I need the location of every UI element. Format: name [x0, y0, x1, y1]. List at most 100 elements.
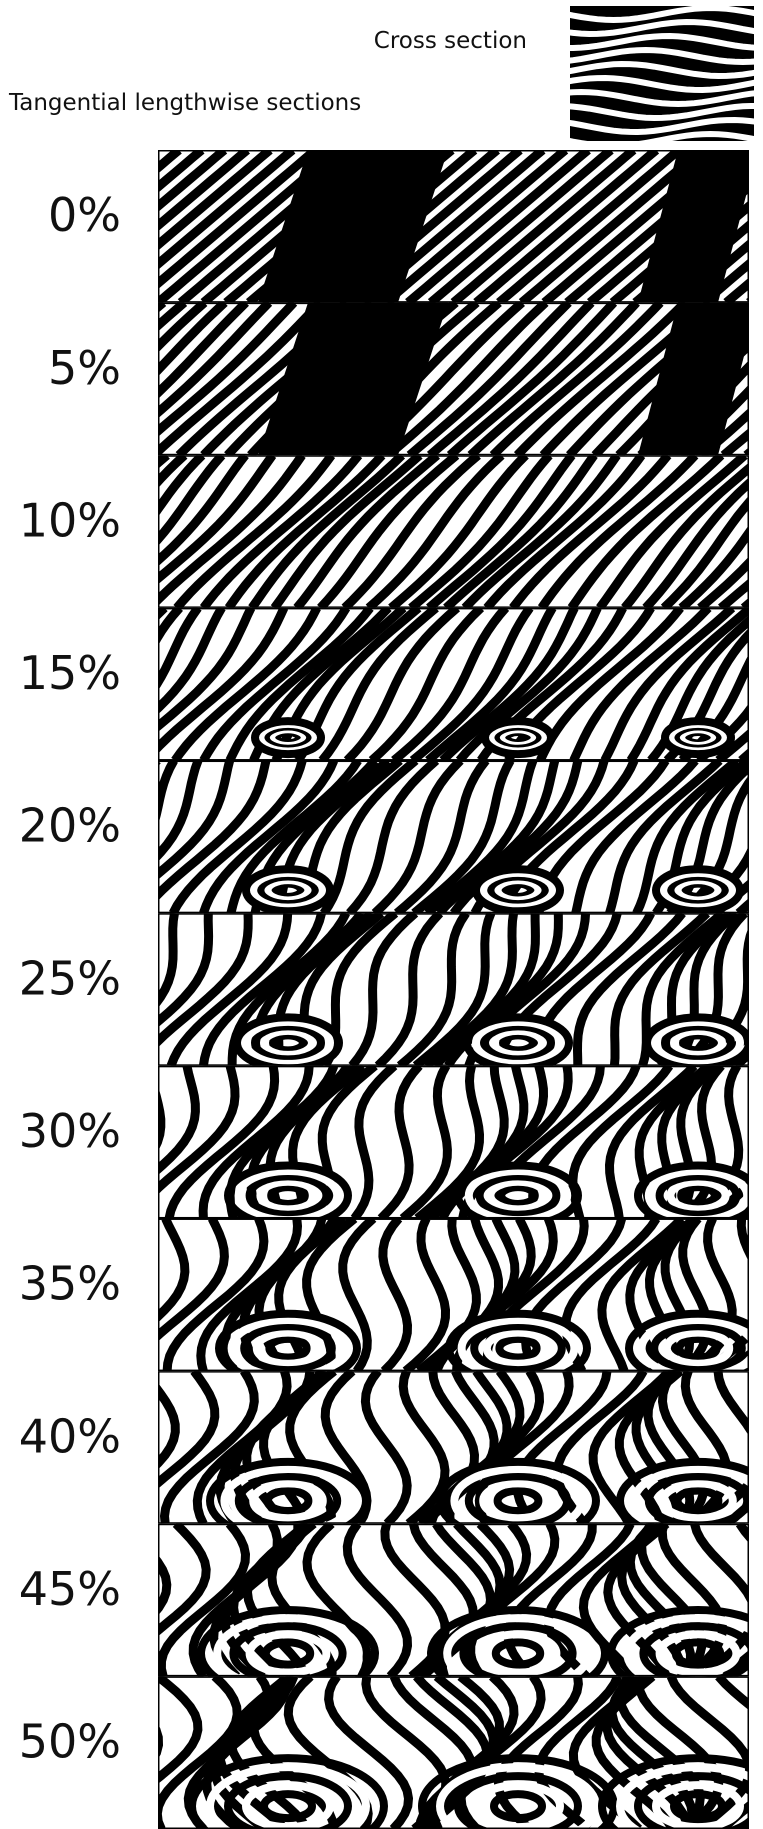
grain-ring — [233, 1013, 343, 1066]
grain-stripe — [198, 913, 326, 1066]
cross-stripe — [570, 102, 754, 122]
section-label: 5% — [48, 341, 121, 395]
grain-stripe — [443, 455, 598, 608]
grain-ring — [623, 1614, 749, 1677]
section-label: 20% — [19, 799, 121, 853]
grain-ring — [427, 1605, 609, 1677]
grain-stripe — [318, 607, 439, 761]
grain-stripe — [274, 1218, 347, 1372]
grain-ring — [249, 1479, 327, 1523]
grain-stripe — [365, 455, 505, 608]
grain-stripe — [248, 455, 406, 608]
grain-stripe — [198, 1065, 314, 1219]
grain-stripe — [196, 1218, 303, 1372]
grain-ring — [493, 1486, 543, 1516]
grain-stripe — [259, 1371, 329, 1524]
grain-ring — [234, 1166, 342, 1219]
grain-stripe — [158, 455, 206, 517]
grain-stripe — [268, 150, 455, 303]
grain-stripe — [564, 150, 749, 303]
grain-stripe — [158, 150, 251, 232]
grain-stripe — [158, 150, 319, 290]
grain-stripe — [632, 760, 740, 914]
grain-stripe — [339, 302, 502, 456]
grain-ring — [637, 1316, 749, 1372]
section-image — [158, 607, 749, 761]
grain-ring — [670, 1790, 726, 1823]
section-panels: 0% 5% 10% 15% 20% 25% 30% 35% 40% 45% 50% — [0, 150, 749, 1829]
grain-stripe — [637, 339, 749, 456]
grain-stripe — [600, 607, 736, 761]
grain-stripe — [359, 150, 546, 303]
grain-ring — [659, 1479, 737, 1523]
grain-stripe — [398, 1371, 450, 1524]
grain-stripe — [388, 455, 529, 608]
grain-stripe — [503, 1523, 597, 1677]
grain-stripe — [0, 1524, 21, 1677]
grain-stripe — [158, 455, 277, 585]
grain-stripe — [657, 1523, 728, 1677]
cross-stripe — [570, 88, 754, 108]
grain-stripe — [597, 1218, 685, 1372]
grain-stripe — [285, 1371, 337, 1524]
grain-ring — [229, 1622, 347, 1677]
grain-stripe — [621, 462, 749, 608]
grain-stripe — [746, 296, 749, 303]
grain-stripe — [245, 150, 432, 303]
grain-stripe — [177, 150, 364, 303]
grain-ring — [675, 1334, 721, 1362]
grain-stripe — [409, 607, 534, 761]
grain-ring — [670, 1026, 726, 1059]
grain-stripe — [371, 760, 464, 914]
grain-stripe — [541, 150, 728, 303]
grain-stripe — [690, 1065, 744, 1219]
grain-stripe — [677, 238, 749, 303]
grain-stripe — [341, 455, 481, 608]
grain-stripe — [707, 1178, 749, 1219]
grain-stripe — [396, 913, 470, 1066]
grain-ring — [251, 717, 325, 759]
grain-ring — [445, 1309, 591, 1372]
grain-stripe — [605, 760, 723, 914]
grain-stripe — [678, 1218, 712, 1372]
grain-stripe — [586, 161, 749, 303]
grain-ring — [677, 1183, 719, 1208]
grain-ring — [630, 1465, 749, 1524]
grain-stripe — [427, 150, 614, 303]
grain-stripe — [458, 1065, 573, 1219]
section-image — [158, 455, 749, 608]
grain-ring — [625, 1309, 749, 1372]
grain-stripe — [336, 150, 523, 303]
tangential-label: Tangential lengthwise sections — [8, 90, 361, 116]
section-label: 0% — [48, 188, 121, 242]
grain-ring — [197, 1605, 379, 1677]
grain-stripe — [226, 1676, 311, 1829]
grain-ring — [463, 1013, 573, 1066]
grain-stripe — [378, 1218, 413, 1372]
grain-ring — [454, 1772, 582, 1829]
grain-stripe — [411, 760, 515, 914]
grain-ring — [616, 1763, 749, 1829]
grain-stripe — [166, 913, 293, 1066]
grain-stripe — [158, 1523, 211, 1637]
grain-ring — [472, 1781, 564, 1829]
section-label: 25% — [19, 951, 121, 1005]
grain-ring — [269, 1031, 307, 1055]
grain-stripe — [360, 1371, 412, 1524]
grain-stripe — [291, 150, 478, 303]
grain-stripe — [634, 1676, 724, 1829]
grain-stripe — [712, 878, 749, 914]
grain-stripe — [158, 1065, 200, 1176]
grain-stripe — [678, 524, 749, 608]
grain-stripe — [199, 760, 339, 914]
grain-stripe — [292, 302, 459, 456]
grain-stripe — [412, 913, 496, 1066]
grain-ring — [661, 1022, 735, 1064]
grain-stripe — [509, 455, 672, 608]
grain-stripe — [324, 1676, 414, 1829]
section-image — [0, 1523, 749, 1677]
grain-stripe — [496, 150, 682, 303]
grain-ring — [224, 1772, 352, 1829]
grain-ring — [464, 1166, 572, 1219]
grain-ring — [245, 1172, 331, 1219]
